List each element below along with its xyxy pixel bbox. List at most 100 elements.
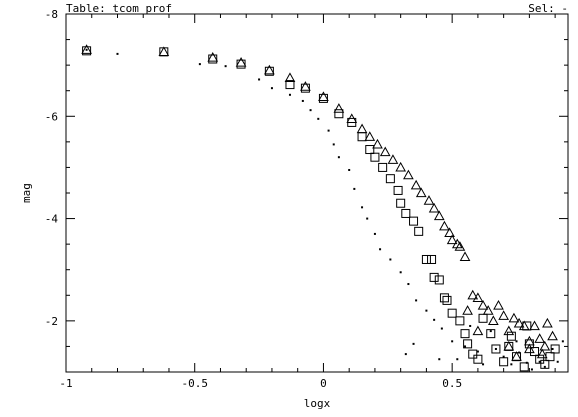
triangle-point (444, 227, 455, 237)
dot-point (389, 258, 392, 261)
dot-point (543, 365, 546, 368)
dot-point (438, 358, 441, 361)
triangle-point (454, 241, 466, 251)
dot-point (538, 360, 541, 363)
dot-point (309, 109, 312, 112)
triangle-point (472, 292, 484, 302)
square-point (524, 339, 534, 349)
dot-point (198, 63, 201, 66)
dot-point (456, 358, 459, 361)
square-point (429, 272, 439, 282)
y-tick-label: -8 (45, 8, 58, 21)
triangle-point (508, 312, 520, 323)
dot-point (404, 353, 407, 356)
x-tick-label: 0 (320, 377, 327, 390)
dot-point (85, 48, 88, 51)
square-point (506, 331, 516, 341)
triangle-point (493, 299, 504, 310)
triangle-point (300, 81, 311, 91)
triangle-point (81, 44, 92, 54)
dot-point (116, 52, 119, 55)
dot-point (399, 271, 402, 274)
dot-point (482, 363, 485, 366)
dot-point (379, 248, 382, 251)
dot-point (224, 65, 227, 68)
square-point (396, 198, 406, 208)
square-point (512, 352, 522, 362)
square-point (347, 117, 357, 127)
triangle-point (472, 325, 484, 336)
square-point (463, 339, 473, 349)
triangle-point (503, 325, 515, 336)
square-point (478, 313, 488, 323)
square-point (365, 145, 375, 155)
square-point (447, 308, 457, 318)
dot-point (551, 347, 554, 350)
square-point (357, 132, 367, 142)
dot-point (270, 87, 273, 90)
square-point (460, 329, 470, 339)
triangle-point (539, 340, 551, 351)
dot-point (464, 345, 467, 348)
dot-point (451, 340, 454, 343)
dot-point (476, 350, 479, 353)
square-point (486, 329, 496, 339)
triangle-point (542, 317, 553, 328)
square-point (535, 354, 545, 364)
square-point (530, 347, 540, 357)
triangle-point (524, 343, 535, 354)
triangle-point (264, 64, 275, 75)
dot-point (407, 283, 410, 286)
dot-point (373, 232, 376, 235)
x-tick-label: 0.5 (442, 377, 462, 390)
square-point (334, 109, 344, 119)
x-axis-label: logx (304, 397, 331, 410)
dot-point (518, 351, 521, 354)
triangle-point (372, 138, 383, 149)
triangle-point (503, 340, 515, 351)
triangle-point (379, 146, 391, 157)
triangle-point (547, 330, 558, 341)
square-point (318, 93, 328, 103)
square-point (285, 80, 295, 90)
square-point (82, 46, 92, 56)
square-point (519, 362, 529, 372)
dot-point (510, 363, 513, 366)
dot-point (337, 156, 340, 159)
triangle-point (423, 195, 435, 205)
triangle-point (439, 220, 450, 231)
selection-label: Sel: - (528, 2, 568, 15)
dot-point (469, 324, 472, 327)
square-point (550, 344, 560, 354)
triangle-point (387, 154, 399, 164)
dot-point (556, 360, 559, 363)
triangle-point (364, 131, 376, 141)
dot-point (502, 355, 505, 358)
triangle-point (403, 169, 414, 180)
x-tick-label: -1 (59, 377, 72, 390)
dot-point (433, 318, 436, 321)
triangle-point (536, 348, 548, 359)
square-point (434, 275, 444, 285)
axis-ticks (65, 13, 568, 373)
triangle-point (356, 123, 368, 134)
triangle-point (433, 210, 445, 221)
dot-point (348, 168, 351, 171)
dot-point (489, 330, 492, 333)
triangle-point (415, 187, 427, 198)
square-point (442, 295, 452, 305)
triangle-point (207, 51, 219, 62)
dot-point (415, 299, 418, 302)
square-point (300, 83, 310, 93)
dot-point (327, 129, 330, 132)
dot-point (515, 340, 518, 343)
data-points (81, 44, 564, 372)
triangle-point (498, 310, 509, 320)
triangle-point (462, 305, 473, 315)
square-point (370, 152, 380, 162)
dot-point (361, 206, 364, 209)
triangle-point (428, 202, 440, 213)
square-point (504, 341, 514, 351)
square-point (378, 162, 388, 172)
